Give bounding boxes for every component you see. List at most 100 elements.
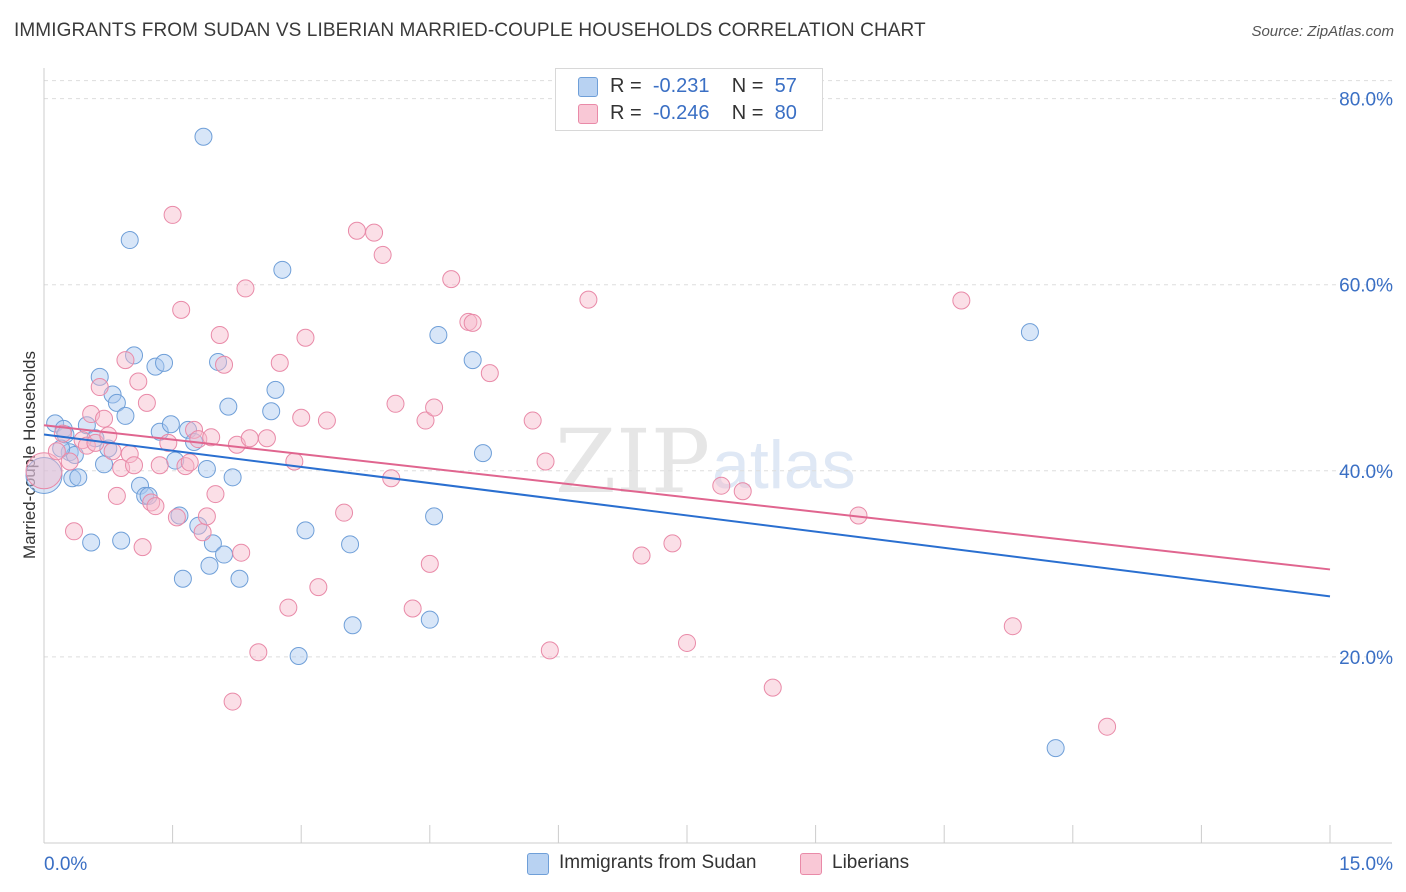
liberian-point: [180, 453, 199, 472]
sudan-point: [473, 444, 492, 463]
sudan-point: [203, 534, 222, 553]
y-tick-label: 40.0%: [1339, 462, 1393, 483]
watermark-atlas: atlas: [712, 427, 856, 503]
sudan-point: [223, 468, 242, 487]
liberian-point: [540, 641, 559, 660]
sudan-point: [125, 346, 144, 365]
liberian-point: [197, 507, 216, 526]
sudan-point: [90, 367, 109, 386]
liberian-point: [150, 456, 169, 475]
liberian-point: [442, 270, 461, 289]
liberian-point: [167, 508, 186, 527]
sudan-point: [173, 569, 192, 588]
legend-text-liberian: R = -0.246 N = 80: [610, 102, 797, 125]
y-tick-label: 20.0%: [1339, 648, 1393, 669]
sudan-point: [230, 569, 249, 588]
liberian-point: [386, 394, 405, 413]
liberian-point: [172, 300, 191, 319]
sudan-point: [116, 406, 135, 425]
liberian-point: [65, 522, 84, 541]
liberian-point: [335, 503, 354, 522]
sudan-point: [429, 325, 448, 344]
sudan-point: [170, 506, 189, 525]
legend-n-label: N =: [731, 75, 764, 97]
liberian-point: [206, 485, 225, 504]
liberian-point: [733, 482, 752, 501]
liberian-point: [193, 523, 212, 542]
liberian-point: [480, 364, 499, 383]
liberian-point: [292, 408, 311, 427]
liberian-point: [240, 429, 259, 448]
sudan-point: [420, 610, 439, 629]
liberian-point: [60, 452, 79, 471]
sudan-point: [343, 616, 362, 635]
sudan-point: [273, 260, 292, 279]
liberian-point: [215, 355, 234, 374]
liberian-point: [146, 497, 165, 516]
sudan-point: [194, 127, 213, 146]
series-liberian-points: [25, 205, 1117, 736]
liberian-point: [249, 643, 268, 662]
legend-swatch-sudan: [578, 77, 598, 97]
liberian-point: [536, 452, 555, 471]
legend-swatch-liberian: [578, 104, 598, 124]
liberian-point: [47, 442, 66, 461]
liberian-point: [579, 290, 598, 309]
liberian-point: [309, 578, 328, 597]
liberian-point: [116, 351, 135, 370]
sudan-point: [219, 397, 238, 416]
sudan-point: [69, 468, 88, 487]
liberian-point: [317, 411, 336, 430]
sudan-point: [425, 507, 444, 526]
sudan-point: [25, 456, 63, 494]
liberian-point: [210, 325, 229, 344]
liberian-point: [416, 411, 435, 430]
liberian-point: [103, 442, 122, 461]
x-tick-label-max: 15.0%: [1339, 854, 1393, 875]
sudan-point: [289, 646, 308, 665]
sudan-point: [215, 545, 234, 564]
liberian-point: [279, 598, 298, 617]
bottom-legend-label-liberian: Liberians: [832, 852, 910, 873]
legend-n-value: 57: [774, 75, 797, 97]
bottom-legend-swatch-liberian: [800, 853, 822, 875]
liberian-point: [223, 692, 242, 711]
liberian-point: [1098, 717, 1117, 736]
sudan-point: [463, 351, 482, 370]
liberian-point: [270, 353, 289, 372]
sudan-point: [266, 380, 285, 399]
liberian-point: [463, 313, 482, 332]
liberian-point: [236, 279, 255, 298]
chart-title: IMMIGRANTS FROM SUDAN VS LIBERIAN MARRIE…: [14, 20, 926, 41]
liberian-point: [763, 678, 782, 697]
sudan-point: [112, 531, 131, 550]
sudan-point: [120, 231, 139, 250]
sudan-point: [107, 393, 126, 412]
y-tick-label: 80.0%: [1339, 90, 1393, 111]
watermark: ZIP atlas: [555, 410, 856, 513]
liberian-point: [95, 409, 114, 428]
legend-r-label: R =: [610, 75, 642, 97]
liberian-point: [129, 372, 148, 391]
bottom-legend-label-sudan: Immigrants from Sudan: [559, 852, 757, 873]
legend-n-value: 80: [774, 102, 797, 124]
stats-legend: R = -0.231 N = 57 R = -0.246 N = 80: [555, 68, 823, 131]
liberian-point: [403, 599, 422, 618]
sudan-point: [161, 415, 180, 434]
liberian-point: [185, 420, 204, 439]
trend-line-liberian: [43, 424, 1331, 571]
liberian-point: [952, 291, 971, 310]
liberian-point: [425, 398, 444, 417]
liberian-point: [232, 543, 251, 562]
liberian-point: [257, 429, 276, 448]
axes: [43, 68, 1392, 844]
legend-r-value: -0.231: [652, 75, 710, 97]
source-label: Source: ZipAtlas.com: [1251, 23, 1394, 40]
sudan-point: [1020, 323, 1039, 342]
liberian-point: [1003, 617, 1022, 636]
liberian-point: [712, 476, 731, 495]
trend-lines: [43, 424, 1331, 598]
sudan-point: [296, 521, 315, 540]
sudan-point: [82, 533, 101, 552]
